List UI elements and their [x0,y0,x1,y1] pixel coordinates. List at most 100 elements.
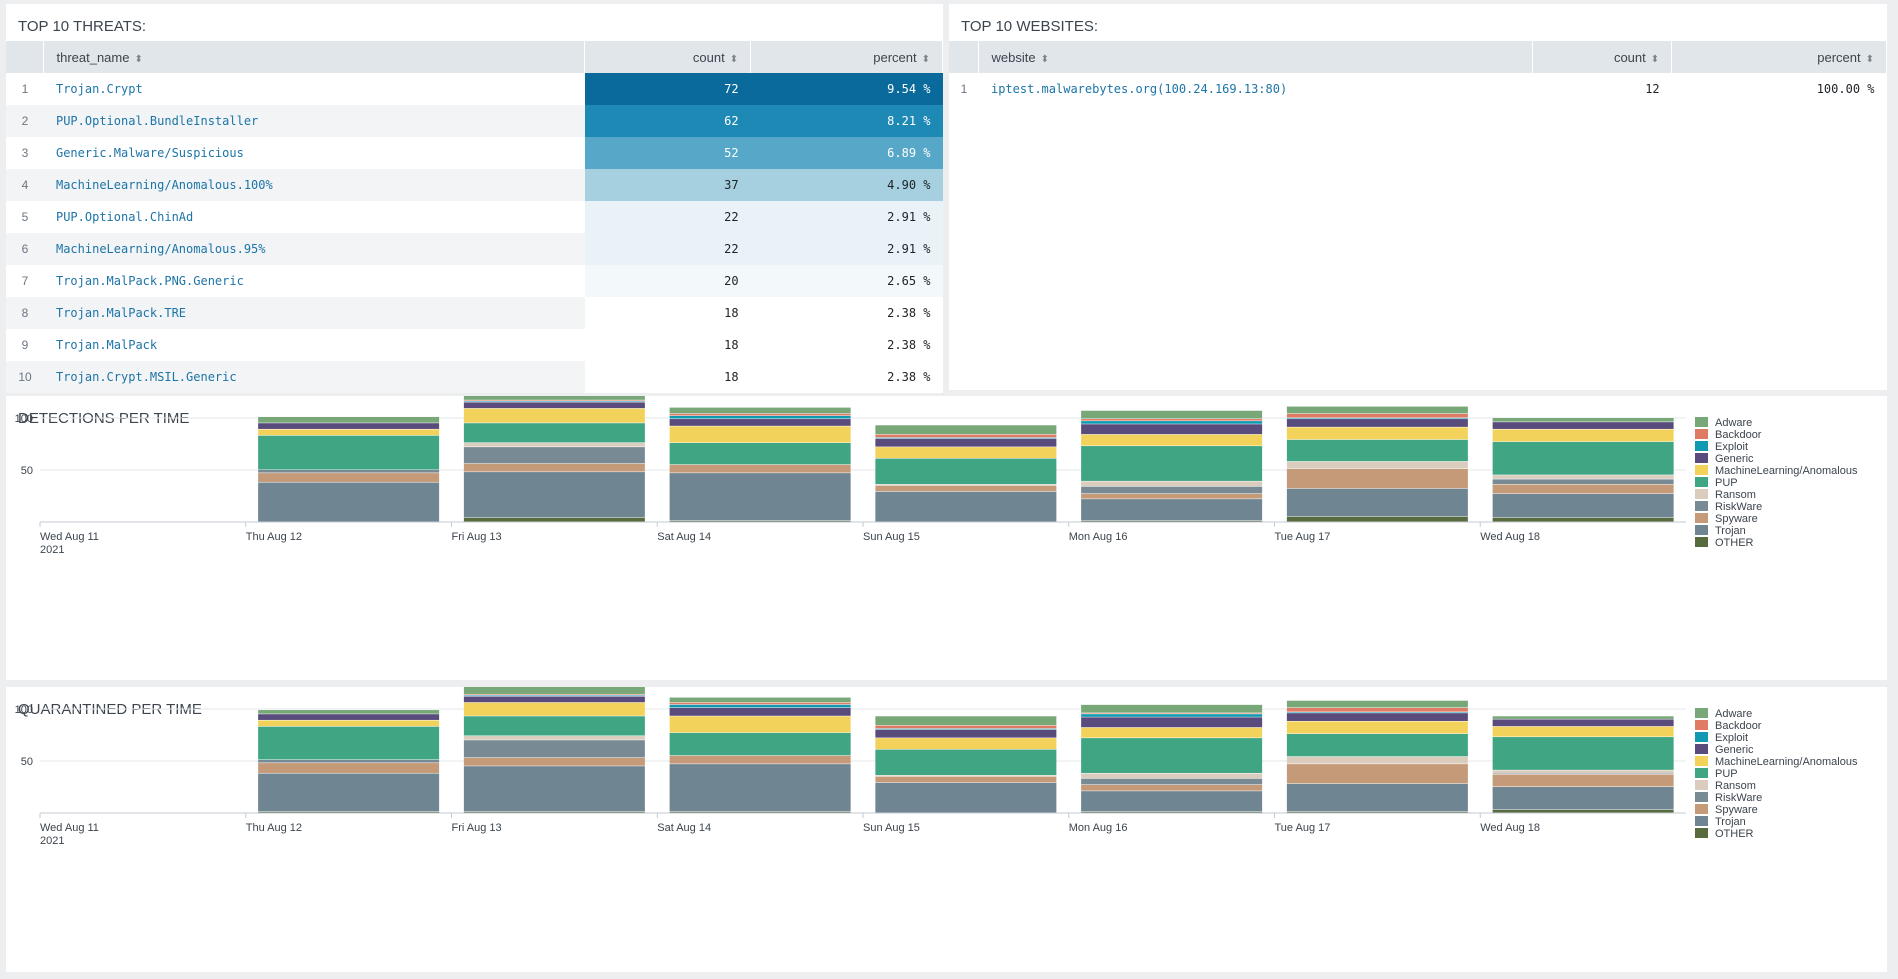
bar-segment-spyware[interactable] [669,464,851,473]
bar-segment-ransom[interactable] [875,775,1057,777]
bar-segment-pup[interactable] [875,458,1057,485]
bar-segment-spyware[interactable] [1286,764,1468,784]
bar-segment-spyware[interactable] [258,763,440,773]
row-name-link[interactable]: MachineLearning/Anomalous.95% [43,233,585,265]
table-row[interactable]: 6 MachineLearning/Anomalous.95% 22 2.91 % [6,233,943,265]
bar-segment-backdoor[interactable] [1286,707,1468,712]
table-row[interactable]: 8 Trojan.MalPack.TRE 18 2.38 % [6,297,943,329]
column-header-website[interactable]: website ⬍ [978,41,1534,73]
bar-segment-pup[interactable] [463,423,645,443]
bar-segment-machinelearning-anomalous[interactable] [1492,429,1674,442]
bar-segment-adware[interactable] [669,697,851,703]
bar-segment-spyware[interactable] [1492,774,1674,787]
legend-swatch-generic[interactable] [1695,453,1708,463]
bar-segment-machinelearning-anomalous[interactable] [1081,434,1263,446]
row-name-link[interactable]: Trojan.MalPack [55,338,158,352]
bar-segment-generic[interactable] [669,419,851,426]
bar-segment-spyware[interactable] [875,776,1057,783]
legend-swatch-other[interactable] [1695,828,1708,838]
bar-segment-riskware[interactable] [1492,479,1674,485]
column-header-count[interactable]: count ⬍ [1532,41,1673,73]
bar-segment-exploit[interactable] [669,704,851,708]
bar-segment-backdoor[interactable] [1081,713,1263,714]
bar-segment-riskware[interactable] [1081,778,1263,785]
bar-segment-trojan[interactable] [669,764,851,812]
table-row[interactable]: 9 Trojan.MalPack 18 2.38 % [6,329,943,361]
bar-segment-generic[interactable] [463,696,645,703]
legend-swatch-spyware[interactable] [1695,513,1708,523]
bar-segment-pup[interactable] [669,732,851,756]
bar-segment-riskware[interactable] [1492,773,1674,775]
bar-segment-ransom[interactable] [463,736,645,740]
legend-label-adware[interactable]: Adware [1715,417,1752,429]
legend-swatch-generic[interactable] [1695,744,1708,754]
bar-segment-trojan[interactable] [875,491,1057,522]
legend-label-trojan[interactable]: Trojan [1715,525,1746,537]
row-name-link[interactable]: Trojan.Crypt.MSIL.Generic [43,361,585,393]
bar-segment-trojan[interactable] [1286,783,1468,812]
legend-label-other[interactable]: OTHER [1715,537,1754,549]
bar-segment-ransom[interactable] [1081,773,1263,779]
bar-segment-pup[interactable] [258,726,440,760]
bar-segment-adware[interactable] [1081,704,1263,713]
bar-segment-machinelearning-anomalous[interactable] [463,702,645,716]
bar-segment-spyware[interactable] [258,473,440,482]
bar-segment-backdoor[interactable] [1286,413,1468,418]
bar-segment-spyware[interactable] [463,757,645,766]
bar-segment-riskware[interactable] [258,759,440,763]
legend-label-spyware[interactable]: Spyware [1715,513,1758,525]
bar-segment-trojan[interactable] [258,773,440,812]
bar-segment-generic[interactable] [463,402,645,409]
bar-segment-generic[interactable] [875,729,1057,738]
bar-segment-backdoor[interactable] [669,702,851,705]
bar-segment-trojan[interactable] [1492,493,1674,518]
bar-segment-adware[interactable] [669,407,851,414]
bar-segment-other[interactable] [1081,520,1263,522]
legend-label-trojan[interactable]: Trojan [1715,816,1746,828]
bar-segment-ransom[interactable] [1492,770,1674,773]
bar-segment-spyware[interactable] [875,485,1057,492]
bar-segment-other[interactable] [258,811,440,813]
bar-segment-generic[interactable] [669,707,851,716]
bar-segment-exploit[interactable] [875,728,1057,730]
bar-segment-machinelearning-anomalous[interactable] [1286,721,1468,734]
legend-swatch-exploit[interactable] [1695,732,1708,742]
bar-segment-exploit[interactable] [1081,714,1263,717]
bar-segment-riskware[interactable] [463,447,645,464]
bar-segment-pup[interactable] [669,442,851,465]
bar-segment-machinelearning-anomalous[interactable] [669,426,851,443]
bar-segment-pup[interactable] [1492,441,1674,475]
bar-segment-exploit[interactable] [463,695,645,697]
row-name-link[interactable]: Trojan.MalPack.PNG.Generic [55,274,244,288]
column-header-percent[interactable]: percent ⬍ [1671,41,1887,73]
bar-segment-other[interactable] [1081,811,1263,813]
bar-segment-trojan[interactable] [1081,499,1263,521]
bar-segment-exploit[interactable] [1081,421,1263,424]
legend-swatch-riskware[interactable] [1695,501,1708,511]
bar-segment-generic[interactable] [258,714,440,720]
table-row[interactable]: 1 iptest.malwarebytes.org(100.24.169.13:8… [949,73,1887,105]
bar-segment-pup[interactable] [1492,737,1674,770]
legend-swatch-machinelearning-anomalous[interactable] [1695,465,1708,475]
column-header-percent[interactable]: percent ⬍ [750,41,943,73]
row-name-link[interactable]: MachineLearning/Anomalous.100% [43,169,585,201]
bar-segment-riskware[interactable] [1081,486,1263,494]
bar-segment-pup[interactable] [1286,733,1468,757]
bar-segment-other[interactable] [669,520,851,522]
bar-segment-generic[interactable] [1492,422,1674,429]
bar-segment-adware[interactable] [463,687,645,694]
bar-segment-pup[interactable] [463,716,645,736]
legend-label-exploit[interactable]: Exploit [1715,441,1748,453]
bar-segment-exploit[interactable] [463,401,645,402]
bar-segment-ransom[interactable] [1492,475,1674,479]
legend-label-backdoor[interactable]: Backdoor [1715,720,1762,732]
bar-segment-ransom[interactable] [463,442,645,447]
bar-segment-backdoor[interactable] [669,413,851,416]
bar-segment-ransom[interactable] [1081,481,1263,487]
legend-label-riskware[interactable]: RiskWare [1715,501,1762,513]
table-row[interactable]: 5 PUP.Optional.ChinAd 22 2.91 % [6,201,943,233]
bar-segment-trojan[interactable] [1081,791,1263,812]
legend-swatch-ransom[interactable] [1695,489,1708,499]
bar-segment-adware[interactable] [1492,716,1674,719]
legend-swatch-backdoor[interactable] [1695,720,1708,730]
